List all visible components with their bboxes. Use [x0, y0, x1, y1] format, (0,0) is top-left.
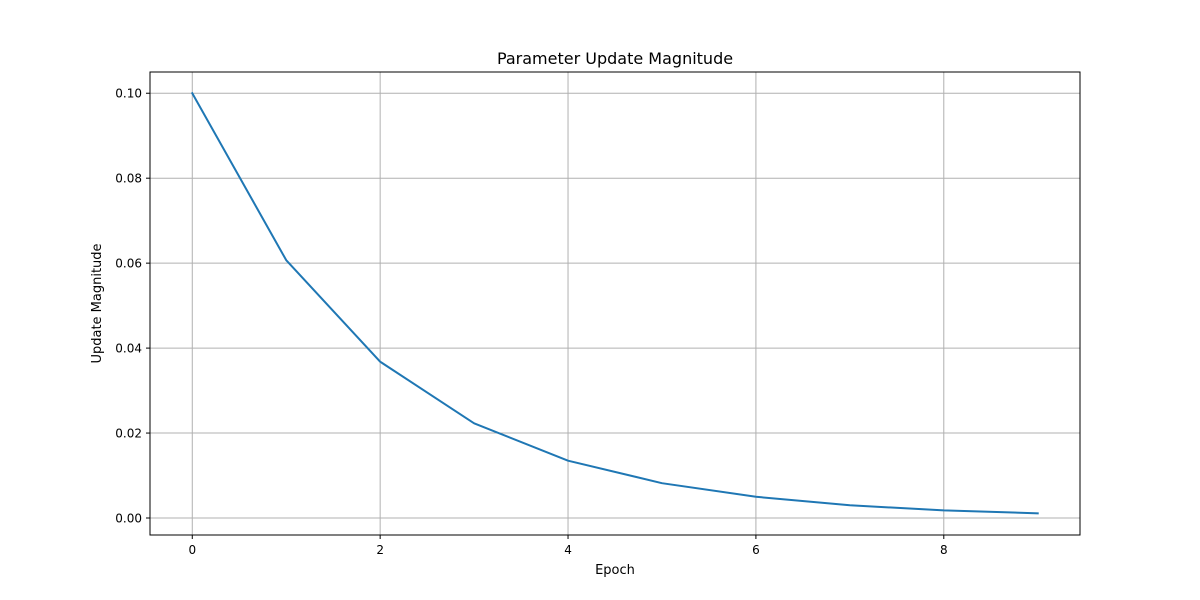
- y-tick-label: 0.00: [115, 512, 142, 526]
- chart-title: Parameter Update Magnitude: [497, 49, 733, 68]
- grid: [150, 72, 1080, 535]
- series-layer: [190, 91, 1039, 515]
- x-tick-label: 2: [376, 543, 384, 557]
- ticks: 0 2 4 6 8 0.00 0.02 0.04 0.06 0.08 0.10: [115, 87, 947, 557]
- x-tick-label: 4: [564, 543, 572, 557]
- y-axis-label: Update Magnitude: [90, 243, 105, 363]
- x-axis-label: Epoch: [595, 563, 635, 578]
- axes-frame: [149, 71, 1081, 536]
- y-tick-label: 0.04: [115, 342, 142, 356]
- series-line: [190, 91, 1039, 515]
- x-tick-label: 8: [940, 543, 948, 557]
- x-tick-label: 6: [752, 543, 760, 557]
- y-tick-label: 0.02: [115, 427, 142, 441]
- x-tick-label: 0: [188, 543, 196, 557]
- y-tick-label: 0.10: [115, 87, 142, 101]
- y-tick-label: 0.08: [115, 172, 142, 186]
- y-tick-label: 0.06: [115, 257, 142, 271]
- plot-area: [150, 72, 1080, 535]
